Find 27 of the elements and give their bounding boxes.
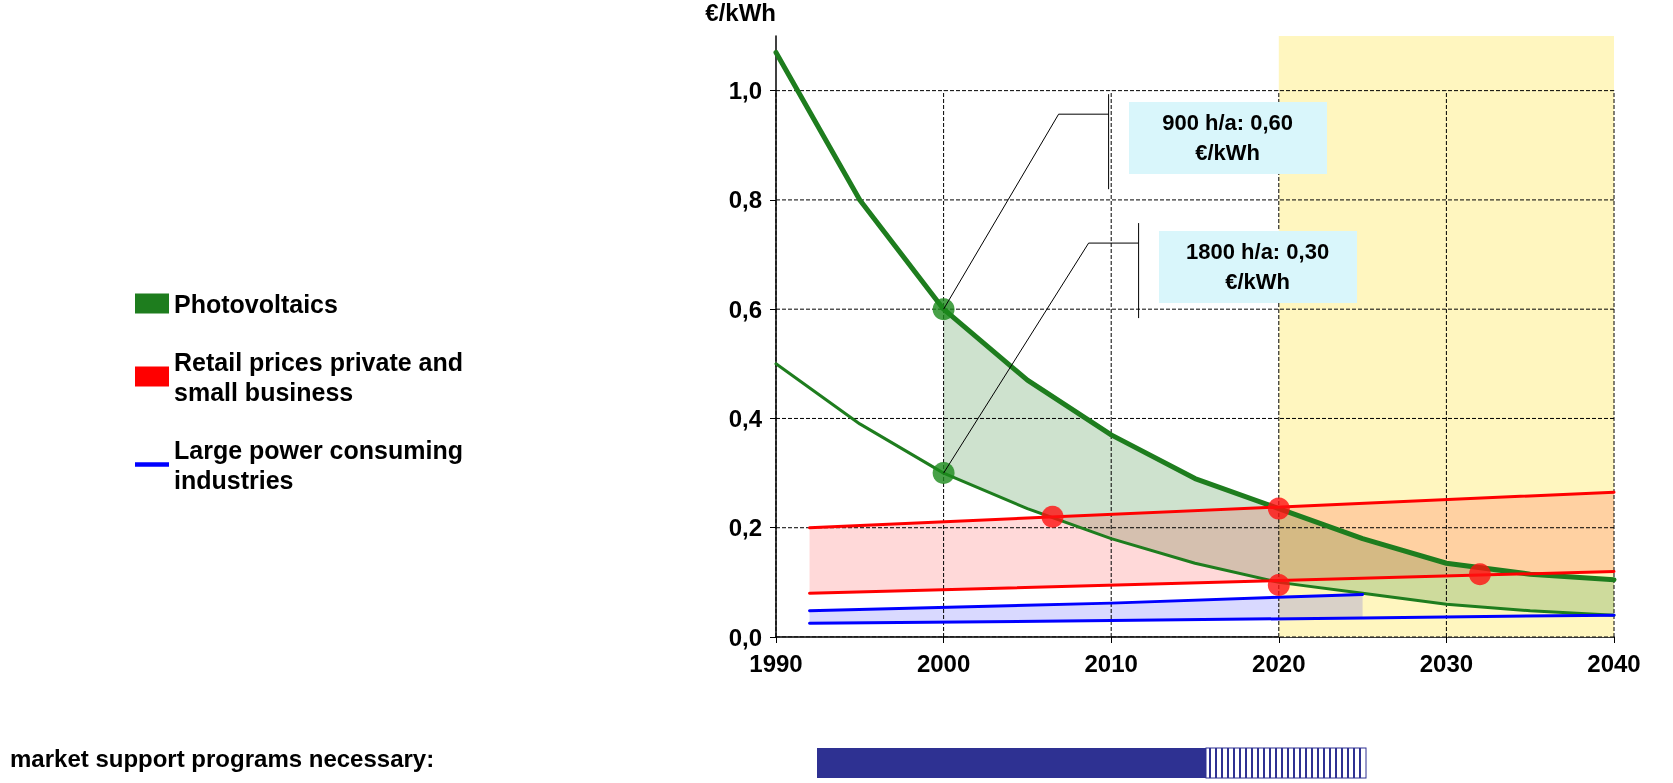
y-tick-label: 0,6 (728, 295, 762, 323)
y-tick-label: 0,0 (728, 623, 762, 651)
line-series (808, 613, 1616, 625)
legend-label: Retail prices private and small business (174, 347, 470, 406)
point (932, 462, 955, 485)
text: €/kWh (705, 0, 776, 26)
y-axis-title: €/kWh (1195, 140, 1260, 166)
x-tick-label: 2000 (916, 649, 971, 677)
annotation: 1800 h/a: 0,30 €/kWh (1158, 231, 1357, 304)
y-tick-label: 0,2 (728, 514, 762, 542)
point (1468, 563, 1491, 586)
x-tick-label: 2030 (1419, 649, 1474, 677)
legend-label: Large power consuming industries (174, 435, 470, 494)
legend-label: Photovoltaics (174, 289, 338, 318)
y-tick-label: 1,0 (728, 77, 762, 105)
x-tick-label: 2040 (1587, 649, 1641, 677)
y-tick-label: 0,4 (728, 404, 763, 432)
point (1041, 505, 1064, 528)
point (1267, 497, 1290, 520)
x-tick-label: 2020 (1252, 649, 1306, 677)
point (932, 298, 955, 321)
text: market support programs necessary: (10, 745, 435, 773)
x-tick-label: 2010 (1084, 649, 1138, 677)
y-tick-label: 0,8 (728, 186, 762, 214)
x-tick-label: 1990 (749, 649, 803, 677)
point (1267, 574, 1290, 597)
text: 900 h/a: 0,60 (1162, 110, 1294, 136)
